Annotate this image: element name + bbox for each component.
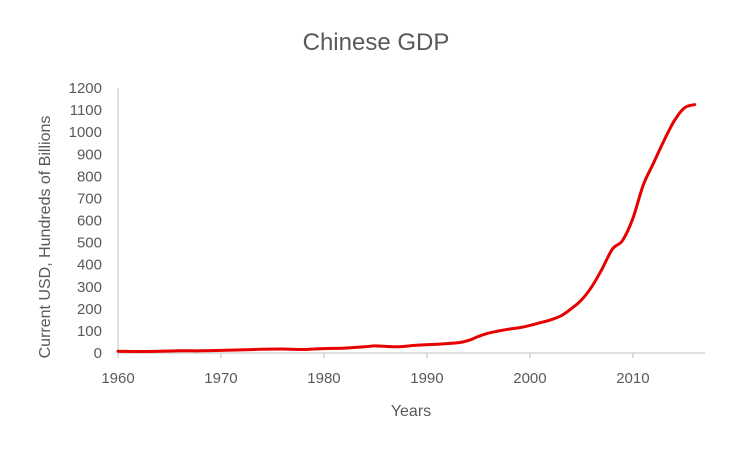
y-axis-label: Current USD, Hundreds of Billions — [37, 116, 54, 359]
y-tick-label: 1200 — [69, 80, 102, 97]
y-tick-label: 300 — [77, 279, 102, 296]
y-tick-label: 800 — [77, 168, 102, 185]
y-tick-label: 500 — [77, 235, 102, 252]
x-axis-label: Years — [391, 403, 431, 420]
y-tick-label: 100 — [77, 323, 102, 340]
x-tick-label: 2000 — [513, 370, 546, 387]
y-tick-label: 1000 — [69, 124, 102, 141]
y-tick-label: 0 — [94, 345, 102, 362]
y-tick-label: 900 — [77, 146, 102, 163]
series-layer — [116, 103, 697, 353]
x-tick-label: 1970 — [204, 370, 237, 387]
y-tick-label: 400 — [77, 257, 102, 274]
y-tick-label: 1100 — [70, 102, 102, 119]
x-tick-label: 1980 — [307, 370, 340, 387]
x-tick-label: 1960 — [101, 370, 134, 387]
y-tick-label: 200 — [77, 301, 102, 318]
x-tick-label: 2010 — [616, 370, 649, 387]
y-tick-label: 700 — [77, 190, 102, 207]
y-tick-label: 600 — [77, 213, 102, 230]
gdp-series-line — [116, 103, 697, 353]
chart-title: Chinese GDP — [303, 29, 450, 56]
x-axis-ticks: 1960 1970 1980 1990 2000 2010 — [101, 353, 650, 387]
x-tick-label: 1990 — [410, 370, 443, 387]
y-axis-ticks: 0 100 200 300 400 500 600 700 800 900 1000 1100 1200 — [69, 80, 102, 362]
